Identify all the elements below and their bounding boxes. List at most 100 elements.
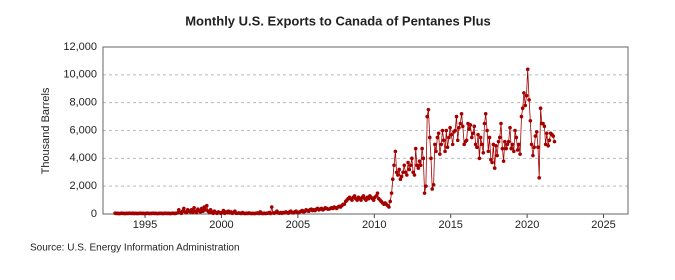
data-point [472,124,477,129]
data-point [427,135,432,140]
data-point [371,198,376,202]
data-point [422,191,427,195]
data-point [441,138,446,143]
data-point [407,167,412,172]
data-point [431,182,436,187]
data-point [402,163,407,168]
data-point [435,135,440,140]
data-point [492,166,497,170]
data-point [551,134,556,138]
data-point [482,121,487,126]
x-tick-label: 2015 [438,219,462,231]
data-point [547,138,552,143]
data-point [182,206,186,211]
data-point [375,191,380,195]
data-point [473,142,478,147]
data-point [533,134,538,138]
data-point [388,199,392,204]
data-point [480,142,484,147]
data-point [420,146,424,151]
data-point [552,139,557,144]
data-point [546,144,551,148]
data-point [194,210,199,215]
data-point [416,166,421,170]
data-point [421,156,426,161]
data-point [359,198,363,202]
y-tick-label: 4,000 [69,152,97,164]
data-point [494,144,498,148]
data-point [457,125,461,130]
y-tick-label: 10,000 [63,69,97,81]
data-point [459,112,464,116]
data-point [510,142,515,147]
data-point [523,103,528,108]
data-point [415,163,419,168]
data-point [513,128,517,133]
data-point [476,132,480,137]
data-point [503,139,507,144]
y-tick-label: 2,000 [69,180,97,192]
x-tick-label: 1995 [133,219,157,231]
data-point [499,121,503,126]
plot-frame [102,46,629,215]
data-point [528,118,533,123]
data-point [534,130,539,134]
data-point [403,170,408,175]
data-point [487,135,492,140]
data-point [486,149,491,154]
y-tick-label: 8,000 [69,97,97,109]
y-tick-label: 0 [91,208,97,220]
data-point [398,177,403,182]
data-point [192,205,196,210]
data-point [447,135,451,140]
data-point [475,145,479,149]
data-point [387,205,391,209]
data-point [520,106,525,111]
data-point [517,142,521,147]
data-point [537,176,542,180]
data-point [189,208,194,212]
data-point [389,191,394,195]
data-point [440,128,445,133]
data-point [361,194,366,198]
data-point [477,156,482,161]
data-point [406,160,410,165]
data-point [508,125,512,130]
data-point [408,163,413,168]
x-tick-label: 2020 [515,219,539,231]
data-point [425,114,429,119]
data-point [490,160,494,165]
data-point [412,173,417,177]
data-point [438,152,442,156]
data-point [529,142,534,147]
data-point [525,67,530,72]
x-tick-label: 2000 [209,219,233,231]
data-point [430,187,435,191]
data-point [204,203,209,208]
data-point [515,148,520,152]
data-point [390,177,395,182]
data-point [424,184,428,188]
data-point [448,125,452,130]
data-point [396,173,400,177]
data-point [545,131,549,136]
data-point [429,156,433,161]
data-line [115,69,555,215]
data-point [411,170,415,175]
data-point [458,121,463,126]
x-tick-label: 2005 [286,219,310,231]
data-point [536,145,540,149]
data-point [436,131,441,136]
data-point [496,139,501,144]
data-point [519,114,524,119]
data-point [413,146,418,151]
data-point [352,194,357,198]
data-point [393,149,398,154]
data-point [450,142,455,147]
data-point [417,159,422,163]
data-point [522,91,526,95]
data-point [471,131,475,136]
data-point [541,121,545,126]
source-note: Source: U.S. Energy Information Administ… [30,243,240,254]
data-point [445,145,450,149]
